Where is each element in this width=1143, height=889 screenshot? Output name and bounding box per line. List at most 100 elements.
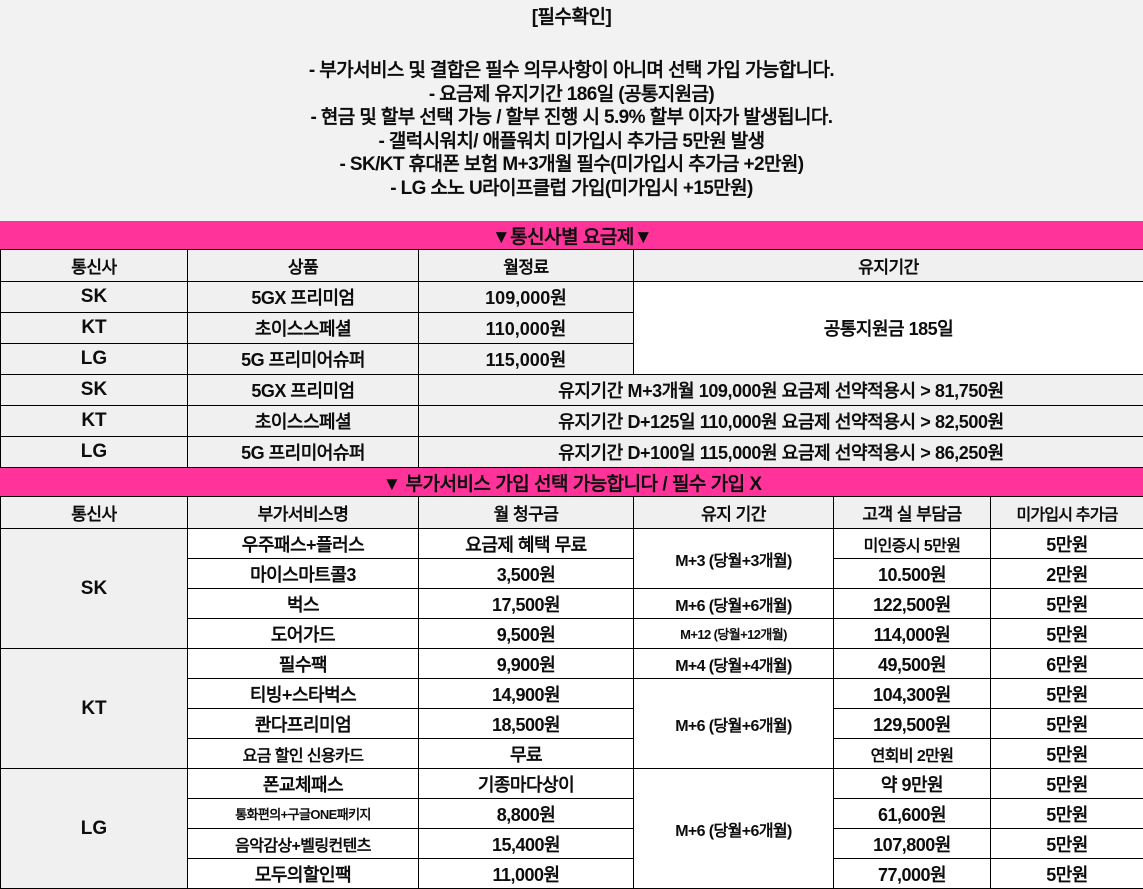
addon-header-carrier: 통신사 [1,497,188,529]
addon-period: M+6 (당월+6개월) [634,769,834,889]
addon-header-actual: 고객 실 부담금 [834,497,991,529]
plan-detail-carrier: SK [1,375,188,406]
addon-row: LG 폰교체패스 기종마다상이 M+6 (당월+6개월) 약 9만원 5만원 [1,769,1143,799]
addon-monthly-fee: 요금제 혜택 무료 [419,529,634,559]
addon-service-name: 티빙+스타벅스 [188,679,419,709]
notice-line: - 현금 및 할부 선택 가능 / 할부 진행 시 5.9% 할부 이자가 발생… [0,106,1143,130]
addon-extra-cost: 5만원 [991,679,1143,709]
addon-banner-row: ▼ 부가서비스 가입 선택 가능합니다 / 필수 가입 X [1,469,1143,497]
notice-line: - 부가서비스 및 결합은 필수 의무사항이 아니며 선택 가입 가능합니다. [0,59,1143,83]
plan-carrier: KT [1,313,188,344]
addon-extra-cost: 5만원 [991,739,1143,769]
addon-service-name: 도어가드 [188,619,419,649]
addon-header-fee: 월 청구금 [419,497,634,529]
plan-product: 5G 프리미어슈퍼 [188,344,419,375]
plan-carrier: LG [1,344,188,375]
plan-carrier: SK [1,282,188,313]
addon-extra-cost: 5만원 [991,769,1143,799]
addon-monthly-fee: 무료 [419,739,634,769]
addon-service-name: 모두의할인팩 [188,859,419,889]
plan-header-period: 유지기간 [634,250,1143,282]
plan-header-row: 통신사 상품 월정료 유지기간 [1,250,1143,282]
addon-period: M+12 (당월+12개월) [634,619,834,649]
addon-service-name: 필수팩 [188,649,419,679]
plan-header-product: 상품 [188,250,419,282]
plan-fee: 109,000원 [419,282,634,313]
addon-monthly-fee: 기종마다상이 [419,769,634,799]
addon-table: ▼ 부가서비스 가입 선택 가능합니다 / 필수 가입 X 통신사 부가서비스명… [0,468,1143,889]
addon-actual-cost: 61,600원 [834,799,991,829]
plan-banner: ▼통신사별 요금제▼ [1,222,1143,250]
addon-header-name: 부가서비스명 [188,497,419,529]
page-root: [필수확인] - 부가서비스 및 결합은 필수 의무사항이 아니며 선택 가입 … [0,0,1143,793]
plan-detail-carrier: KT [1,406,188,437]
plan-header-fee: 월정료 [419,250,634,282]
addon-header-period: 유지 기간 [634,497,834,529]
plan-header-carrier: 통신사 [1,250,188,282]
notice-line: - 갤럭시워치/ 애플워치 미가입시 추가금 5만원 발생 [0,130,1143,154]
notice-line: - LG 소노 U라이프클럽 가입(미가입시 +15만원) [0,177,1143,201]
notice-line-list: - 부가서비스 및 결합은 필수 의무사항이 아니며 선택 가입 가능합니다. … [0,59,1143,200]
addon-actual-cost: 49,500원 [834,649,991,679]
plan-fee: 115,000원 [419,344,634,375]
addon-service-name: 통화편의+구글ONE패키지 [188,799,419,829]
plan-product: 5GX 프리미엄 [188,282,419,313]
addon-monthly-fee: 11,000원 [419,859,634,889]
addon-extra-cost: 6만원 [991,649,1143,679]
addon-actual-cost: 107,800원 [834,829,991,859]
plan-fee: 110,000원 [419,313,634,344]
plan-detail-carrier: LG [1,437,188,468]
addon-extra-cost: 5만원 [991,799,1143,829]
addon-actual-cost: 114,000원 [834,619,991,649]
plan-detail-product: 5GX 프리미엄 [188,375,419,406]
addon-service-name: 우주패스+플러스 [188,529,419,559]
addon-carrier: KT [1,649,188,769]
addon-extra-cost: 5만원 [991,619,1143,649]
plan-detail-row: KT 초이스스페셜 유지기간 D+125일 110,000원 요금제 선약적용시… [1,406,1143,437]
plan-period-merged: 공통지원금 185일 [634,282,1143,375]
addon-row: KT 필수팩 9,900원 M+4 (당월+4개월) 49,500원 6만원 [1,649,1143,679]
addon-service-name: 요금 할인 신용카드 [188,739,419,769]
notice-title: [필수확인] [0,5,1143,31]
addon-actual-cost: 104,300원 [834,679,991,709]
addon-period: M+3 (당월+3개월) [634,529,834,589]
plan-detail-row: SK 5GX 프리미엄 유지기간 M+3개월 109,000원 요금제 선약적용… [1,375,1143,406]
plan-detail-text: 유지기간 D+100일 115,000원 요금제 선약적용시 > 86,250원 [419,437,1143,468]
addon-service-name: 폰교체패스 [188,769,419,799]
addon-service-name: 벅스 [188,589,419,619]
addon-extra-cost: 5만원 [991,589,1143,619]
plan-detail-product: 5G 프리미어슈퍼 [188,437,419,468]
addon-actual-cost: 약 9만원 [834,769,991,799]
addon-monthly-fee: 15,400원 [419,829,634,859]
addon-actual-cost: 10.500원 [834,559,991,589]
addon-header-extra: 미가입시 추가금 [991,497,1143,529]
addon-extra-cost: 2만원 [991,559,1143,589]
addon-header-row: 통신사 부가서비스명 월 청구금 유지 기간 고객 실 부담금 미가입시 추가금 [1,497,1143,529]
addon-monthly-fee: 18,500원 [419,709,634,739]
addon-period: M+6 (당월+6개월) [634,589,834,619]
plan-detail-product: 초이스스페셜 [188,406,419,437]
addon-extra-cost: 5만원 [991,529,1143,559]
addon-monthly-fee: 17,500원 [419,589,634,619]
addon-service-name: 마이스마트콜3 [188,559,419,589]
plan-table: ▼통신사별 요금제▼ 통신사 상품 월정료 유지기간 SK 5GX 프리미엄 1… [0,221,1143,468]
plan-banner-row: ▼통신사별 요금제▼ [1,222,1143,250]
addon-monthly-fee: 14,900원 [419,679,634,709]
addon-monthly-fee: 9,900원 [419,649,634,679]
notice-line: - SK/KT 휴대폰 보험 M+3개월 필수(미가입시 추가금 +2만원) [0,153,1143,177]
plan-product: 초이스스페셜 [188,313,419,344]
addon-period: M+6 (당월+6개월) [634,679,834,769]
addon-monthly-fee: 3,500원 [419,559,634,589]
notice-line: - 요금제 유지기간 186일 (공통지원금) [0,83,1143,107]
addon-carrier: LG [1,769,188,889]
addon-actual-cost: 122,500원 [834,589,991,619]
addon-extra-cost: 5만원 [991,709,1143,739]
addon-actual-cost: 77,000원 [834,859,991,889]
addon-extra-cost: 5만원 [991,829,1143,859]
addon-service-name: 콴다프리미엄 [188,709,419,739]
addon-row: SK 우주패스+플러스 요금제 혜택 무료 M+3 (당월+3개월) 미인증시 … [1,529,1143,559]
plan-detail-text: 유지기간 D+125일 110,000원 요금제 선약적용시 > 82,500원 [419,406,1143,437]
addon-period: M+4 (당월+4개월) [634,649,834,679]
addon-actual-cost: 연회비 2만원 [834,739,991,769]
addon-service-name: 음악감상+벨링컨텐츠 [188,829,419,859]
